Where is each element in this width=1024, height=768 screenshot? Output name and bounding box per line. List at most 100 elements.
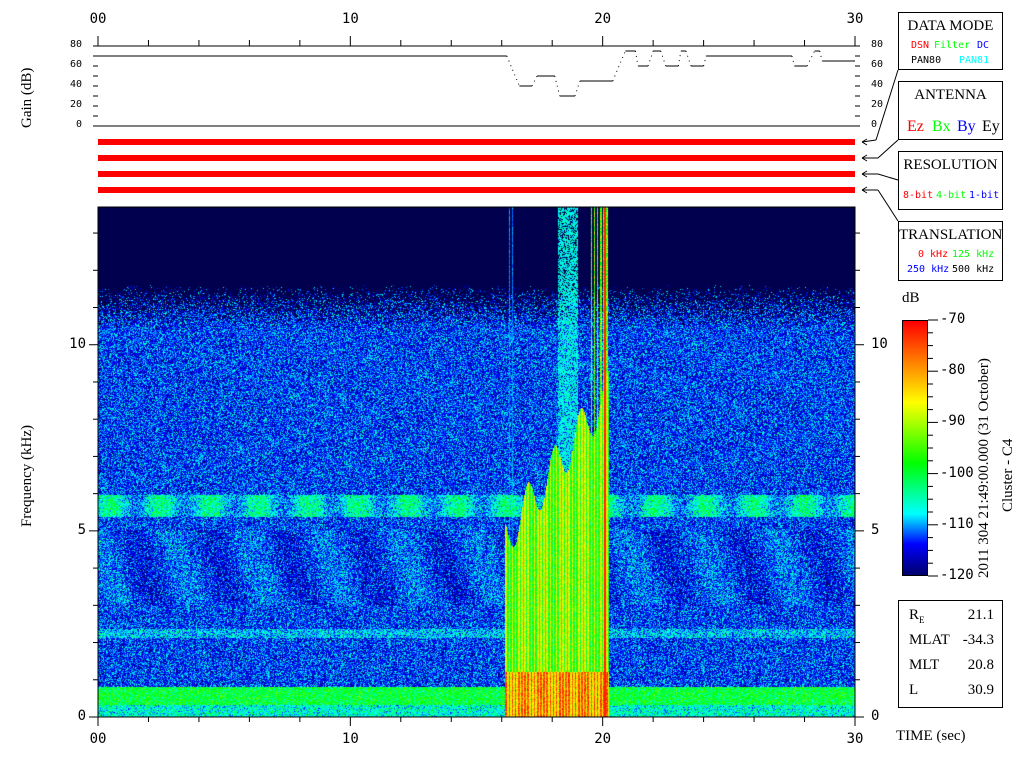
- data-mode-pan81: PAN81: [959, 55, 990, 66]
- ephemeris-row-mlat: MLAT -34.3: [909, 632, 994, 649]
- gain-transition: [506, 55, 520, 87]
- panel-connector-line: [861, 139, 877, 143]
- gain-left-tick-label: 60: [69, 59, 82, 70]
- gain-transition: [685, 50, 692, 67]
- gain-transition: [703, 55, 707, 67]
- gain-transition: [791, 55, 795, 67]
- gain-axis-label: Gain (dB): [19, 67, 35, 128]
- connector-arrow: [861, 170, 868, 175]
- data-mode-title: DATA MODE: [907, 18, 994, 34]
- spectrogram-frame: [97, 206, 856, 718]
- ephemeris-value: -34.3: [962, 632, 994, 648]
- panel-connector-line: [877, 189, 899, 222]
- translation-500khz: 500 kHz: [952, 264, 995, 275]
- antenna-title: ANTENNA: [914, 87, 987, 103]
- resolution-panel: RESOLUTION 8-bit 4-bit 1-bit: [898, 151, 1003, 210]
- data-mode-dsn: DSN: [911, 40, 930, 51]
- gain-right-tick-label: 40: [871, 79, 884, 90]
- gain-left-tick-label: 0: [75, 119, 82, 130]
- antenna-by: By: [957, 118, 976, 135]
- freq-left-tick-label: 5: [77, 521, 86, 538]
- gain-transition: [612, 50, 626, 82]
- ephemeris-value: 20.8: [967, 657, 994, 673]
- gain-transition: [634, 50, 639, 67]
- gain-transition: [660, 50, 667, 67]
- gain-right-tick-label: 20: [871, 99, 884, 110]
- gain-transition: [574, 80, 581, 97]
- ephemeris-row-re: RE 21.1: [909, 607, 994, 625]
- colorbar: [902, 320, 928, 576]
- freq-left-tick-label: 10: [69, 335, 86, 352]
- bottom-x-tick-label: 30: [846, 731, 864, 747]
- ephemeris-row-mlt: MLT 20.8: [909, 657, 994, 674]
- gain-right-tick-label: 80: [871, 39, 884, 50]
- gain-transition: [554, 75, 561, 97]
- bottom-x-tick-label: 10: [341, 731, 359, 747]
- ephemeris-value: 21.1: [967, 607, 994, 623]
- translation-250khz: 250 kHz: [907, 264, 950, 275]
- spectrogram-heatmap: [98, 207, 855, 717]
- freq-right-tick-label: 10: [871, 335, 888, 352]
- data-mode-dc: DC: [977, 40, 990, 51]
- gain-left-tick-label: 40: [69, 79, 82, 90]
- colorbar-tick-label: -90: [940, 413, 966, 430]
- panel-connector-line: [877, 139, 899, 159]
- ephemeris-row-l: L 30.9: [909, 682, 994, 699]
- ephemeris-panel: RE 21.1 MLAT -34.3 MLT 20.8 L 30.9: [898, 600, 1003, 708]
- connector-arrow: [861, 186, 868, 191]
- bottom-x-tick-label: 00: [89, 731, 107, 747]
- colorbar-label: dB: [902, 290, 920, 306]
- translation-panel: TRANSLATION 0 kHz 125 kHz 250 kHz 500 kH…: [898, 221, 1003, 281]
- gain-right-tick-label: 0: [871, 119, 878, 130]
- ephemeris-label: MLAT: [909, 632, 950, 648]
- data-mode-filter: Filter: [934, 40, 971, 51]
- gain-transition: [647, 50, 654, 67]
- translation-0khz: 0 kHz: [918, 249, 949, 260]
- panel-connector-line: [877, 173, 899, 181]
- connector-arrow: [861, 157, 868, 162]
- gain-right-tick-label: 60: [871, 59, 884, 70]
- panel-connector-line: [875, 69, 899, 141]
- colorbar-tick-label: -120: [940, 567, 974, 583]
- top-x-tick-label: 30: [846, 11, 864, 27]
- connector-arrow: [861, 154, 868, 159]
- ephemeris-label: MLT: [909, 657, 940, 673]
- antenna-bx: Bx: [932, 118, 951, 135]
- antenna-ez: Ez: [907, 118, 924, 135]
- translation-title: TRANSLATION: [899, 227, 1003, 243]
- colorbar-tick-label: -70: [940, 311, 966, 327]
- gain-transition: [531, 75, 538, 87]
- ephemeris-value: 30.9: [967, 682, 994, 698]
- gain-left-tick-label: 80: [69, 39, 82, 50]
- frequency-axis-label: Frequency (kHz): [19, 424, 35, 527]
- connector-arrow: [861, 138, 868, 143]
- gain-transition: [806, 50, 816, 67]
- gain-transition: [819, 50, 823, 62]
- colorbar-tick-label: -100: [940, 464, 974, 481]
- ephemeris-label: L: [909, 682, 919, 698]
- connector-arrow: [861, 141, 868, 146]
- ephemeris-sub: E: [919, 615, 925, 625]
- connector-arrow: [861, 173, 868, 178]
- gain-transition: [677, 50, 682, 67]
- spacecraft-label: Cluster - C4: [1000, 438, 1016, 512]
- timestamp-label: 2011 304 21:49:00.000 (31 October): [976, 358, 992, 578]
- time-axis-label: TIME (sec): [896, 728, 966, 744]
- colorbar-tick-label: -80: [940, 362, 966, 379]
- connector-arrow: [861, 189, 868, 194]
- gain-left-tick-label: 20: [69, 99, 82, 110]
- colorbar-tick-label: -110: [940, 515, 974, 532]
- top-x-tick-label: 00: [89, 11, 107, 27]
- ephemeris-label: R: [909, 607, 920, 623]
- top-x-tick-label: 10: [341, 11, 359, 27]
- resolution-4bit: 4-bit: [936, 190, 967, 201]
- freq-left-tick-label: 0: [77, 708, 86, 724]
- resolution-title: RESOLUTION: [903, 157, 998, 173]
- freq-right-tick-label: 5: [871, 521, 880, 538]
- data-mode-panel: DATA MODE DSN Filter DC PAN80 PAN81: [898, 12, 1003, 70]
- resolution-1bit: 1-bit: [969, 190, 1000, 201]
- resolution-8bit: 8-bit: [903, 190, 934, 201]
- top-x-tick-label: 20: [594, 11, 612, 27]
